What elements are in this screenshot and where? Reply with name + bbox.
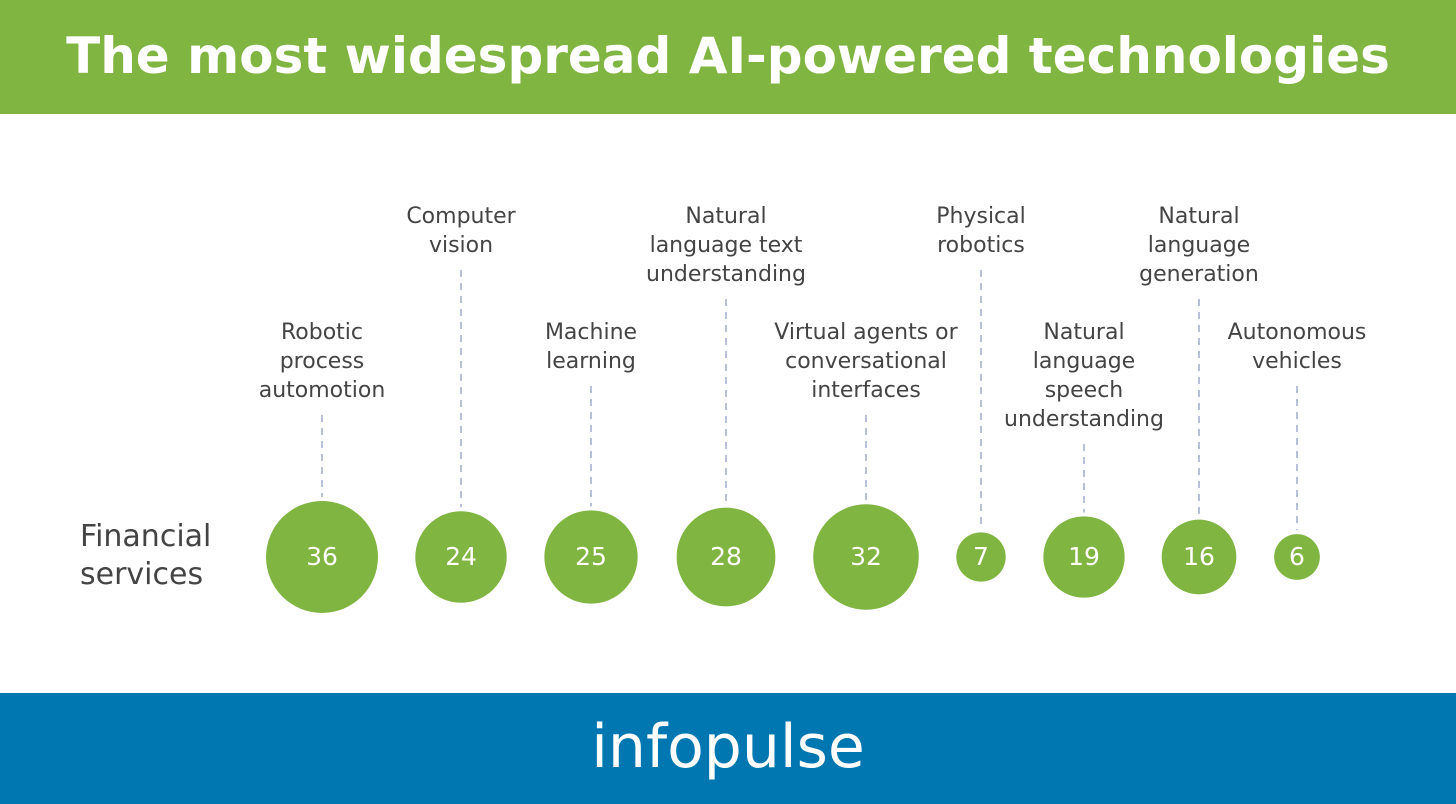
bubble (813, 504, 919, 610)
value-label: 36 (306, 542, 338, 571)
bubble (544, 510, 638, 604)
value-label: 32 (850, 542, 882, 571)
bubble (676, 507, 776, 607)
value-label: 25 (575, 542, 607, 571)
bubble (956, 532, 1006, 582)
category-label: Natural (1043, 320, 1124, 345)
category-label: Autonomous (1228, 320, 1367, 345)
category-label: language (1148, 233, 1250, 258)
category-label: learning (546, 349, 636, 374)
category-label: Virtual agents or (774, 320, 958, 345)
category-label: language (1033, 349, 1135, 374)
category-label: Machine (545, 320, 637, 345)
category-label: robotics (937, 233, 1025, 258)
value-label: 16 (1183, 542, 1215, 571)
bubble (266, 501, 378, 613)
category-label: language text (650, 233, 803, 258)
category-label: Natural (1158, 204, 1239, 229)
category-label: generation (1139, 262, 1259, 287)
value-label: 7 (973, 542, 989, 571)
category-label: Physical (936, 204, 1026, 229)
row-label: Financial services (80, 519, 212, 592)
value-label: 6 (1289, 542, 1305, 571)
value-label: 19 (1068, 542, 1100, 571)
bubble (1161, 519, 1237, 595)
category-label: understanding (1004, 407, 1164, 432)
category-label: speech (1045, 378, 1124, 403)
category-label: Robotic (281, 320, 363, 345)
category-label: process (280, 349, 365, 374)
category-label: vehicles (1252, 349, 1342, 374)
value-label: 24 (445, 542, 477, 571)
category-label: Natural (685, 204, 766, 229)
brand-logo: infopulse (0, 693, 1456, 804)
category-label: understanding (646, 262, 806, 287)
bubble (1043, 516, 1125, 598)
category-label: automotion (259, 378, 386, 403)
bubble (1274, 534, 1320, 580)
chart-title: The most widespread AI-powered technolog… (0, 0, 1456, 114)
category-label: interfaces (811, 378, 921, 403)
category-label: conversational (785, 349, 947, 374)
category-label: vision (429, 233, 493, 258)
bubble (415, 511, 507, 603)
category-label: Computer (406, 204, 516, 229)
value-label: 28 (710, 542, 742, 571)
